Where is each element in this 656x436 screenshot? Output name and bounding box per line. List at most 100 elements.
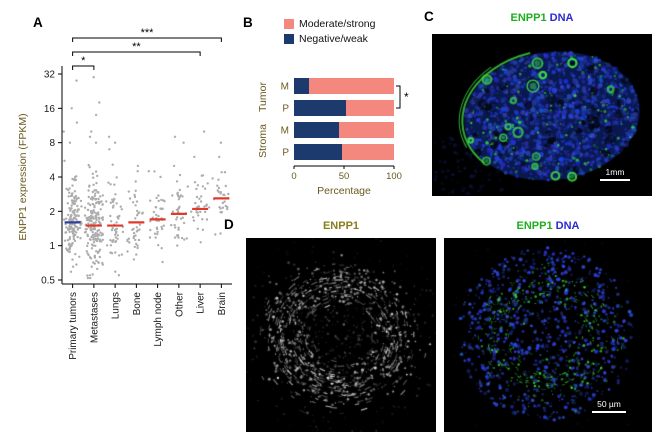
data-point: [89, 197, 93, 200]
data-point: [83, 214, 87, 217]
data-point: [92, 176, 95, 179]
data-point: [117, 274, 121, 277]
data-point: [206, 182, 209, 185]
data-point: [65, 248, 69, 252]
data-point: [135, 253, 138, 256]
data-point: [192, 219, 196, 222]
data-point: [68, 218, 71, 221]
scale-bar-label: 50 µm: [597, 399, 621, 409]
data-point: [219, 232, 222, 235]
data-point: [67, 195, 70, 198]
data-point: [190, 210, 193, 213]
data-point: [220, 171, 223, 174]
data-point: [181, 195, 184, 198]
data-point: [86, 244, 89, 248]
data-point: [69, 244, 72, 247]
data-point: [97, 213, 100, 216]
data-point: [155, 213, 158, 217]
data-point: [182, 221, 186, 225]
data-point: [149, 199, 152, 202]
data-point: [87, 222, 90, 225]
data-point: [110, 251, 113, 254]
data-point: [109, 239, 112, 242]
data-point: [94, 198, 97, 201]
data-point: [161, 260, 164, 264]
data-point: [107, 135, 111, 138]
data-point: [153, 232, 157, 235]
data-point: [78, 255, 81, 258]
data-point: [92, 241, 96, 244]
data-point: [88, 218, 91, 222]
data-point: [72, 217, 75, 220]
x-category-label: Other: [174, 291, 185, 317]
data-point: [132, 227, 135, 231]
data-point: [74, 200, 77, 203]
data-point: [178, 205, 181, 208]
data-point: [85, 250, 89, 253]
title-word: DNA: [549, 12, 574, 24]
data-point: [154, 236, 157, 239]
data-point: [87, 195, 91, 199]
data-point: [65, 231, 68, 234]
data-point: [110, 220, 113, 223]
data-point: [101, 203, 104, 206]
data-point: [137, 238, 141, 242]
data-point: [105, 200, 108, 203]
data-point: [66, 188, 70, 192]
data-point: [111, 163, 114, 166]
data-point: [154, 206, 158, 209]
data-point: [68, 191, 71, 194]
data-point: [98, 217, 101, 220]
data-point: [90, 243, 94, 246]
data-point: [90, 130, 93, 133]
data-point: [201, 228, 205, 231]
data-point: [127, 190, 130, 193]
data-point: [70, 227, 74, 230]
data-point: [73, 190, 77, 193]
panel-d-enpp1-micrograph: [246, 238, 436, 432]
data-point: [87, 189, 90, 192]
data-point: [99, 231, 102, 234]
data-point: [68, 237, 71, 241]
data-point: [207, 206, 211, 209]
scale-bar-line: [600, 178, 630, 181]
data-point: [176, 210, 180, 214]
data-point: [92, 238, 95, 241]
data-point: [68, 187, 71, 190]
data-point: [160, 227, 164, 231]
data-point: [86, 242, 90, 245]
data-point: [85, 218, 89, 222]
data-point: [63, 218, 66, 221]
data-point: [77, 196, 80, 200]
data-point: [110, 228, 114, 232]
data-point: [101, 263, 105, 266]
data-point: [77, 214, 80, 217]
data-point: [76, 208, 80, 211]
scatter-points-4: [147, 170, 166, 264]
data-point: [97, 250, 101, 253]
data-point: [97, 191, 100, 194]
x-tick-label: 0: [291, 171, 296, 182]
data-point: [91, 233, 95, 237]
data-point: [96, 267, 99, 271]
data-point: [205, 204, 208, 207]
data-point: [135, 226, 138, 229]
data-point: [111, 200, 115, 204]
data-point: [99, 208, 102, 211]
data-point: [156, 230, 159, 234]
bar-moderate-strong-3: [342, 144, 394, 160]
data-point: [68, 247, 71, 251]
data-point: [96, 234, 99, 238]
scatter-points-5: [170, 135, 189, 247]
data-point: [86, 274, 89, 277]
data-point: [157, 244, 160, 247]
title-word: ENPP1: [322, 220, 360, 232]
data-point: [119, 205, 123, 208]
row-label: M: [281, 82, 289, 93]
data-point: [141, 211, 144, 214]
data-point: [75, 263, 78, 266]
data-point: [71, 184, 74, 187]
data-point: [177, 198, 181, 201]
panel-c-micrograph: [432, 34, 652, 196]
